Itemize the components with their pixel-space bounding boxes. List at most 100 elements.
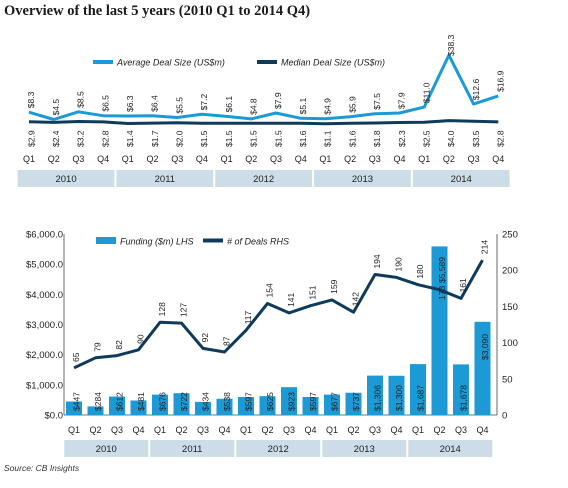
median-value-label: $1.7 — [150, 130, 160, 147]
median-value-label: $1.4 — [125, 130, 135, 147]
chart2-year-band — [64, 440, 149, 457]
chart1-tick-label: Q3 — [369, 154, 381, 164]
average-value-label: $5.9 — [347, 96, 357, 113]
chart2-tick-label: Q3 — [111, 425, 123, 435]
median-value-label: $4.0 — [446, 130, 456, 147]
funding-value-label: $1,687 — [415, 385, 425, 411]
right-axis-tick: 0 — [502, 411, 507, 422]
chart1-year-band — [314, 170, 411, 187]
chart1-tick-label: Q2 — [245, 154, 257, 164]
median-value-label: $1.1 — [323, 130, 333, 147]
legend-label-deals: # of Deals RHS — [227, 237, 289, 247]
median-value-label: $2.9 — [26, 130, 36, 147]
chart1-year-label: 2010 — [55, 174, 76, 185]
median-value-label: $2.8 — [496, 130, 506, 147]
chart2-tick-label: Q4 — [476, 425, 488, 435]
chart2-year-label: 2012 — [268, 444, 289, 455]
funding-value-label: $284 — [93, 392, 103, 411]
source-note: Source: CB Insights — [4, 463, 80, 473]
funding-bar — [173, 393, 190, 415]
average-value-label: $5.1 — [298, 97, 308, 114]
chart1-year-label: 2014 — [451, 174, 472, 185]
chart1-tick-label: Q3 — [72, 154, 84, 164]
funding-value-label: $1,306 — [372, 385, 382, 411]
chart1-year-band — [116, 170, 214, 187]
right-axis-tick: 150 — [502, 302, 518, 313]
funding-bar — [130, 400, 147, 415]
median-value-label: $1.6 — [347, 130, 357, 147]
deals-value-label: 65 — [71, 352, 81, 362]
chart2-year-label: 2010 — [96, 444, 117, 455]
deals-value-label: 90 — [136, 334, 146, 344]
average-value-label: $6.1 — [224, 96, 234, 113]
legend-swatch-funding — [96, 237, 116, 244]
chart1-tick-label: Q4 — [492, 154, 504, 164]
funding-value-label: $434 — [200, 392, 210, 411]
chart2-tick-label: Q4 — [132, 425, 144, 435]
average-value-label: $8.5 — [76, 91, 86, 108]
median-value-label: $2.4 — [51, 130, 61, 147]
left-axis-tick: $2,000.0 — [26, 350, 63, 361]
chart2-year-band — [322, 440, 407, 457]
median-value-label: $1.5 — [199, 130, 209, 147]
deals-value-label: 173 — [437, 286, 447, 300]
chart1-tick-label: Q2 — [146, 154, 158, 164]
chart2-tick-label: Q3 — [455, 425, 467, 435]
chart2-tick-label: Q1 — [240, 425, 252, 435]
funding-value-label: $3,090 — [480, 334, 490, 360]
average-value-label: $11.0 — [421, 82, 431, 103]
deals-value-label: 214 — [480, 240, 490, 254]
chart1-tick-label: Q4 — [295, 154, 307, 164]
chart1-year-band — [215, 170, 313, 187]
right-axis-tick: 100 — [502, 338, 518, 349]
chart1-tick-label: Q1 — [122, 154, 134, 164]
deals-value-label: 87 — [222, 336, 232, 346]
average-value-label: $7.2 — [199, 94, 209, 111]
chart1-tick-label: Q4 — [196, 154, 208, 164]
funding-value-label: $481 — [136, 392, 146, 411]
funding-bar — [281, 387, 297, 415]
average-value-label: $7.9 — [397, 92, 407, 109]
funding-bar — [216, 398, 233, 415]
funding-value-label: $612 — [114, 392, 124, 411]
deals-value-label: 159 — [329, 279, 339, 293]
chart1-tick-label: Q3 — [270, 154, 282, 164]
chart2-tick-label: Q3 — [369, 425, 381, 435]
deals-value-label: 79 — [93, 342, 103, 352]
chart1-tick-label: Q4 — [97, 154, 109, 164]
legend-label-median: Median Deal Size (US$m) — [281, 58, 385, 68]
funding-value-label: $1,678 — [458, 385, 468, 411]
median-value-label: $1.5 — [224, 130, 234, 147]
left-axis-tick: $6,000.0 — [26, 230, 63, 241]
average-value-label: $38.3 — [446, 34, 456, 56]
legend-label-funding: Funding ($m) LHS — [120, 237, 194, 247]
funding-bar — [87, 406, 104, 415]
funding-bar — [345, 392, 362, 415]
deals-value-label: 180 — [415, 264, 425, 278]
average-value-label: $7.9 — [273, 92, 283, 109]
funding-value-label: $538 — [222, 392, 232, 411]
average-line — [28, 53, 499, 121]
chart2-year-label: 2011 — [182, 444, 202, 455]
average-value-label: $5.5 — [174, 97, 184, 114]
average-value-label: $12.6 — [471, 79, 481, 101]
left-axis-tick: $0.0 — [45, 411, 64, 422]
left-axis-tick: $3,000.0 — [26, 320, 63, 331]
deals-value-label: 127 — [179, 303, 189, 317]
chart1-tick-label: Q2 — [443, 154, 455, 164]
median-line — [28, 119, 499, 126]
median-value-label: $1.5 — [249, 130, 259, 147]
funding-value-label: $625 — [265, 392, 275, 411]
deals-value-label: 194 — [372, 254, 382, 268]
deals-line — [73, 259, 484, 370]
funding-value-label: $737 — [351, 392, 361, 411]
chart1-tick-label: Q1 — [23, 154, 35, 164]
average-value-label: $6.5 — [100, 95, 110, 112]
chart1-year-label: 2012 — [253, 174, 274, 185]
median-value-label: $2.8 — [100, 130, 110, 147]
median-value-label: $2.3 — [397, 130, 407, 147]
funding-value-label: $923 — [286, 392, 296, 411]
median-value-label: $3.2 — [76, 130, 86, 147]
chart1-tick-label: Q3 — [171, 154, 183, 164]
